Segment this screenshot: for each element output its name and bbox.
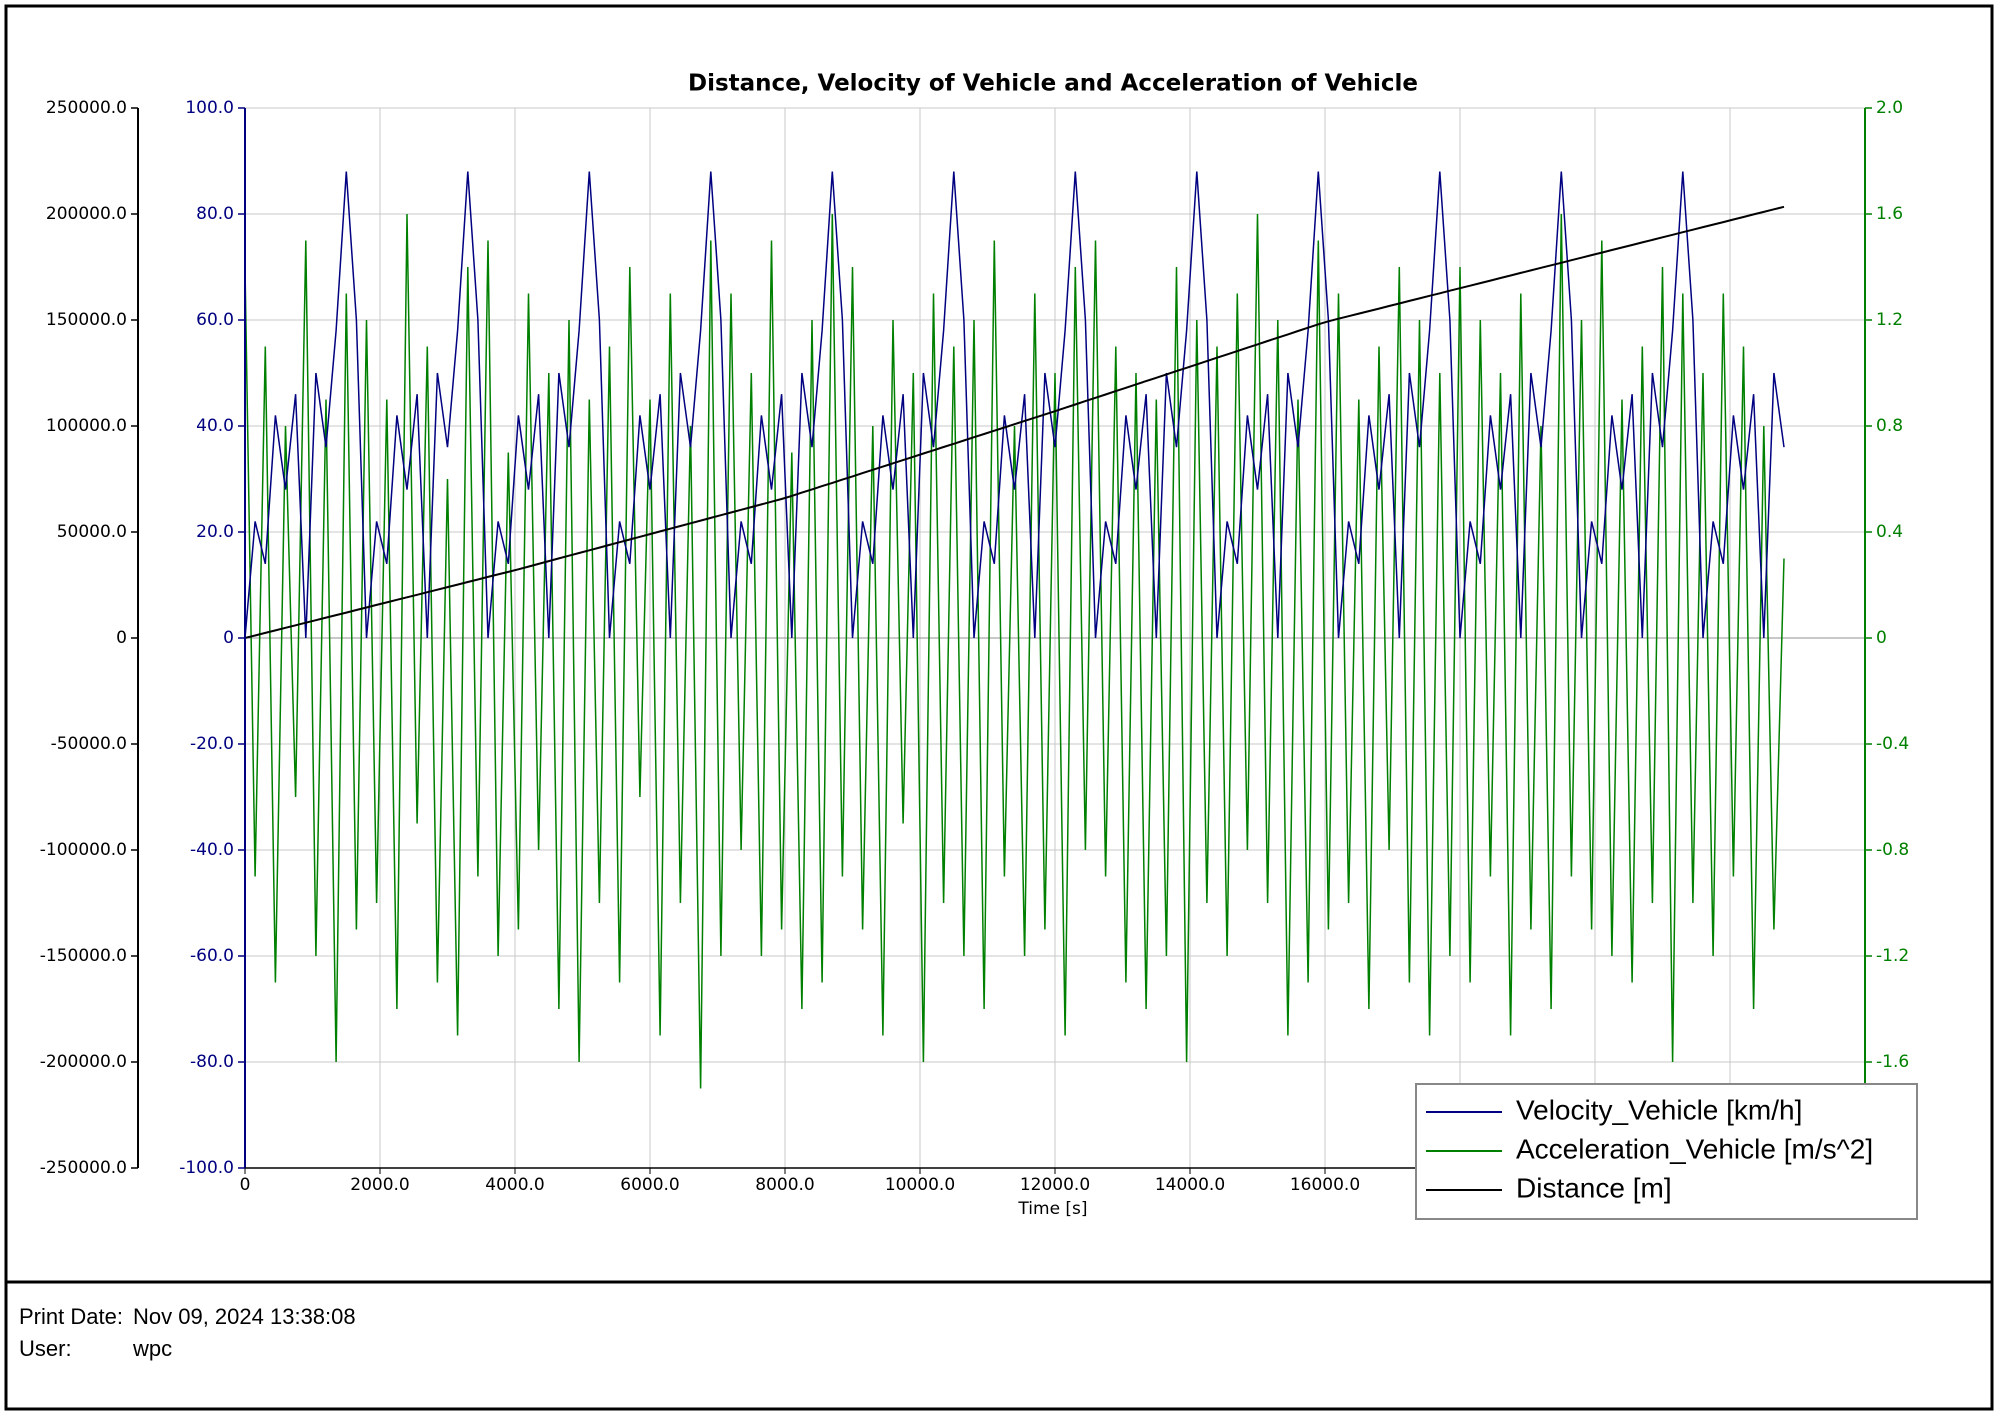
y-tick-label: -80.0: [190, 1052, 234, 1072]
y-tick-label: 0: [223, 628, 234, 648]
y-tick-label: -250000.0: [40, 1158, 127, 1178]
chart-title: Distance, Velocity of Vehicle and Accele…: [688, 71, 1418, 97]
x-tick-label: 10000.0: [885, 1175, 955, 1195]
y-tick-label: -100000.0: [40, 840, 127, 860]
legend-label: Distance [m]: [1516, 1172, 1672, 1203]
y-tick-label: 1.2: [1876, 310, 1903, 330]
y-tick-label: -60.0: [190, 946, 234, 966]
user-label: User:: [19, 1336, 72, 1361]
series-line: [244, 205, 1785, 639]
plot-area: [244, 171, 1785, 1089]
y-tick-label: 20.0: [196, 522, 234, 542]
x-tick-label: 4000.0: [485, 1175, 544, 1195]
y-tick-label: 60.0: [196, 310, 234, 330]
user: wpc: [132, 1336, 172, 1361]
y-tick-label: 0.8: [1876, 416, 1903, 436]
y-tick-label: -200000.0: [40, 1052, 127, 1072]
x-tick-label: 8000.0: [755, 1175, 814, 1195]
y-tick-label: -20.0: [190, 734, 234, 754]
y-tick-label: -1.2: [1876, 946, 1909, 966]
y-tick-label: 80.0: [196, 204, 234, 224]
y-tick-label: -150000.0: [40, 946, 127, 966]
y-tick-label: -1.6: [1876, 1052, 1909, 1072]
y-tick-label: -0.8: [1876, 840, 1909, 860]
y-tick-label: 2.0: [1876, 98, 1903, 118]
print-date: Nov 09, 2024 13:38:08: [133, 1304, 356, 1329]
series-line: [244, 213, 1785, 1089]
legend: Velocity_Vehicle [km/h] Acceleration_Vehi…: [1415, 1083, 1918, 1220]
x-tick-label: 14000.0: [1155, 1175, 1225, 1195]
series-line: [244, 171, 1785, 639]
y-tick-label: 100.0: [185, 98, 234, 118]
y-tick-label: 200000.0: [46, 204, 127, 224]
legend-label: Acceleration_Vehicle [m/s^2]: [1516, 1133, 1873, 1164]
y-tick-label: 0: [1876, 628, 1887, 648]
y-tick-label: 50000.0: [57, 522, 127, 542]
x-tick-label: 16000.0: [1290, 1175, 1360, 1195]
y-tick-label: -0.4: [1876, 734, 1909, 754]
x-tick-label: 12000.0: [1020, 1175, 1090, 1195]
legend-label: Velocity_Vehicle [km/h]: [1516, 1094, 1802, 1125]
x-axis-title: Time [s]: [1017, 1199, 1087, 1219]
x-tick-label: 2000.0: [350, 1175, 409, 1195]
y-tick-label: 0: [116, 628, 127, 648]
y-tick-label: -50000.0: [51, 734, 127, 754]
y-tick-label: 250000.0: [46, 98, 127, 118]
y-tick-label: -40.0: [190, 840, 234, 860]
print-date-label: Print Date:: [19, 1304, 123, 1329]
y-tick-label: 0.4: [1876, 522, 1903, 542]
x-tick-label: 0: [240, 1175, 251, 1195]
y-tick-label: 40.0: [196, 416, 234, 436]
y-tick-label: 100000.0: [46, 416, 127, 436]
y-tick-label: 1.6: [1876, 204, 1903, 224]
y-tick-label: 150000.0: [46, 310, 127, 330]
y-tick-label: -100.0: [179, 1158, 234, 1178]
x-tick-label: 6000.0: [620, 1175, 679, 1195]
